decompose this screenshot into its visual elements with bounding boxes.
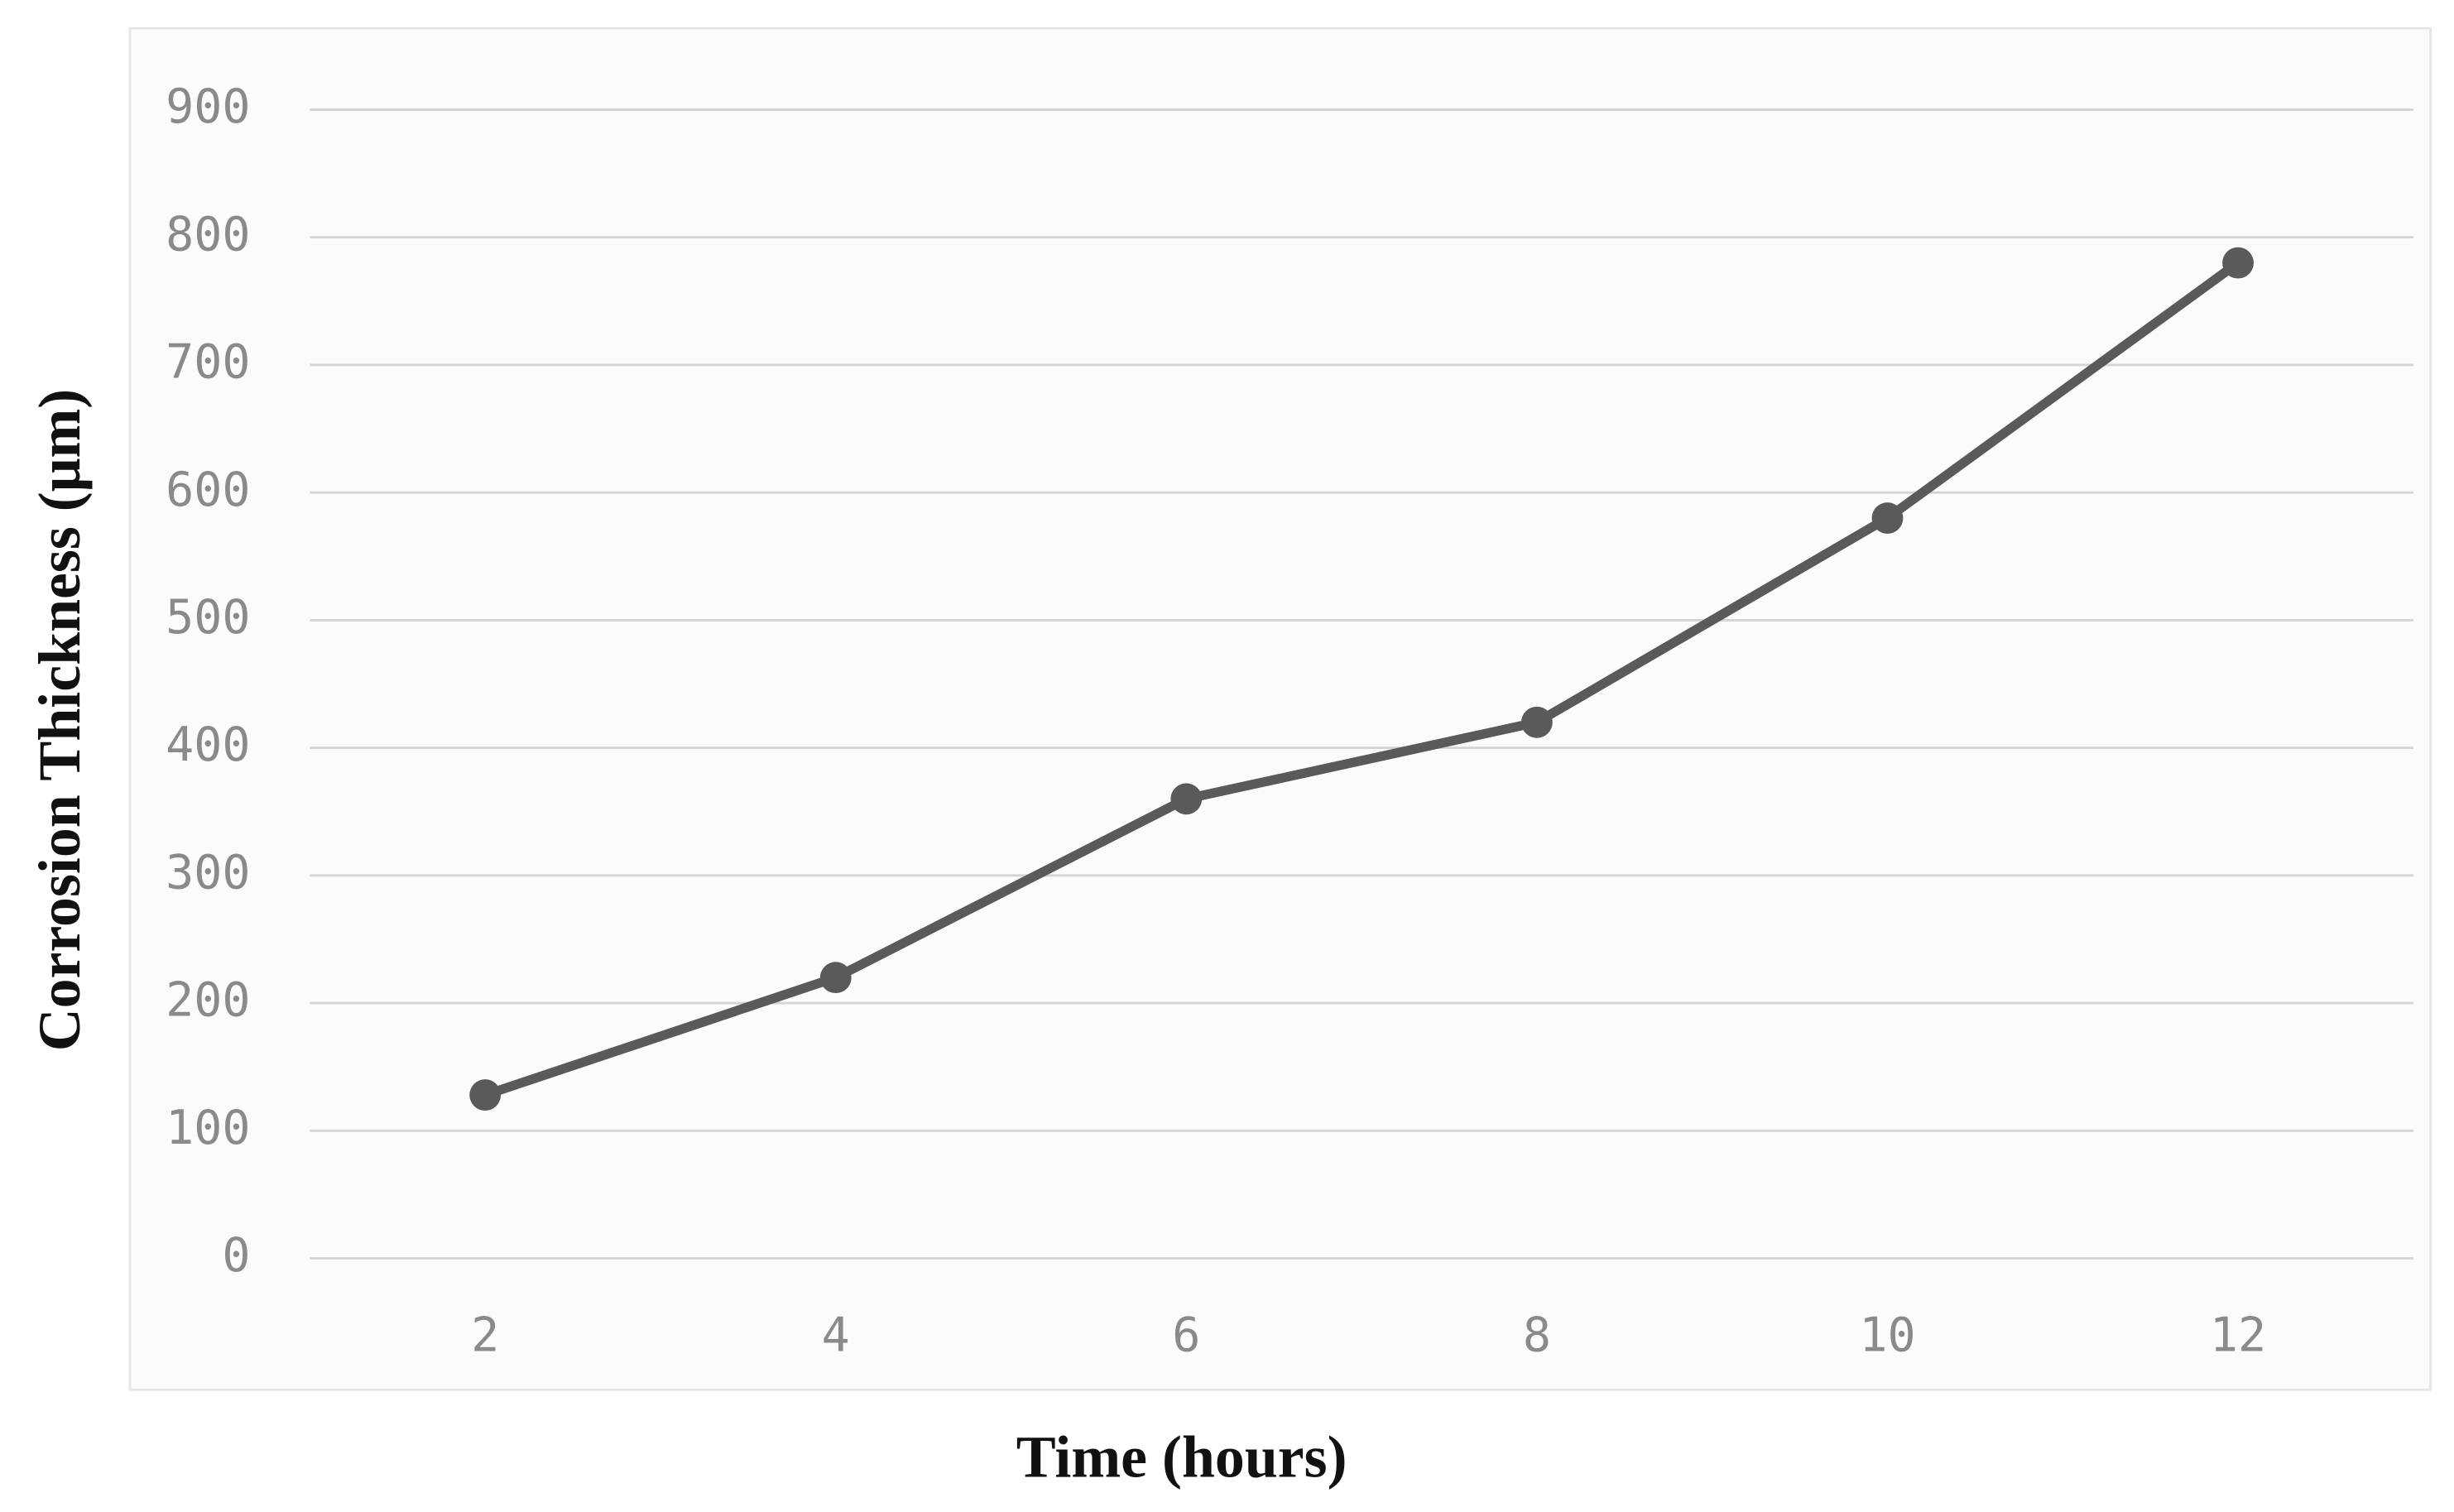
x-tick-label: 12	[2210, 1308, 2266, 1363]
data-point	[469, 1079, 502, 1111]
x-tick-label: 4	[822, 1308, 850, 1363]
x-tick-label: 10	[1859, 1308, 1915, 1363]
x-tick-label: 6	[1172, 1308, 1200, 1363]
x-tick-label: 8	[1523, 1308, 1551, 1363]
x-axis-title: Time (hours)	[1016, 1424, 1347, 1490]
y-tick-label: 900	[166, 79, 250, 134]
data-point	[1520, 706, 1553, 738]
y-tick-label: 200	[166, 973, 250, 1028]
y-tick-label: 400	[166, 718, 250, 772]
x-tick-label: 2	[471, 1308, 499, 1363]
y-tick-label: 600	[166, 463, 250, 517]
y-tick-label: 0	[222, 1228, 250, 1283]
y-tick-label: 100	[166, 1101, 250, 1155]
data-point	[2222, 247, 2254, 279]
y-axis-title: Corrosion Thickness (μm)	[26, 389, 93, 1051]
y-tick-label: 300	[166, 845, 250, 900]
data-point	[819, 962, 852, 994]
y-tick-label: 500	[166, 590, 250, 645]
y-tick-label: 700	[166, 335, 250, 390]
data-point	[1871, 502, 1904, 534]
plot-frame	[128, 26, 2432, 1391]
data-point	[1170, 783, 1203, 815]
y-tick-label: 800	[166, 207, 250, 262]
data-line	[483, 259, 2241, 1100]
